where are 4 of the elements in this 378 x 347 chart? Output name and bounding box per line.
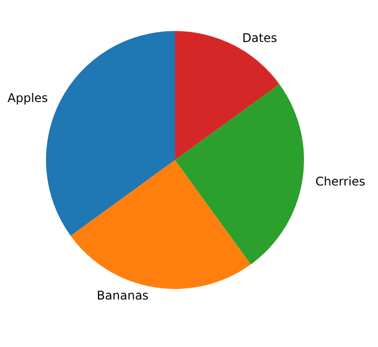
slice-label: Dates bbox=[242, 30, 278, 45]
slice-label: Cherries bbox=[315, 174, 366, 188]
slice-label: Apples bbox=[8, 90, 48, 105]
slice-label: Bananas bbox=[96, 288, 149, 302]
